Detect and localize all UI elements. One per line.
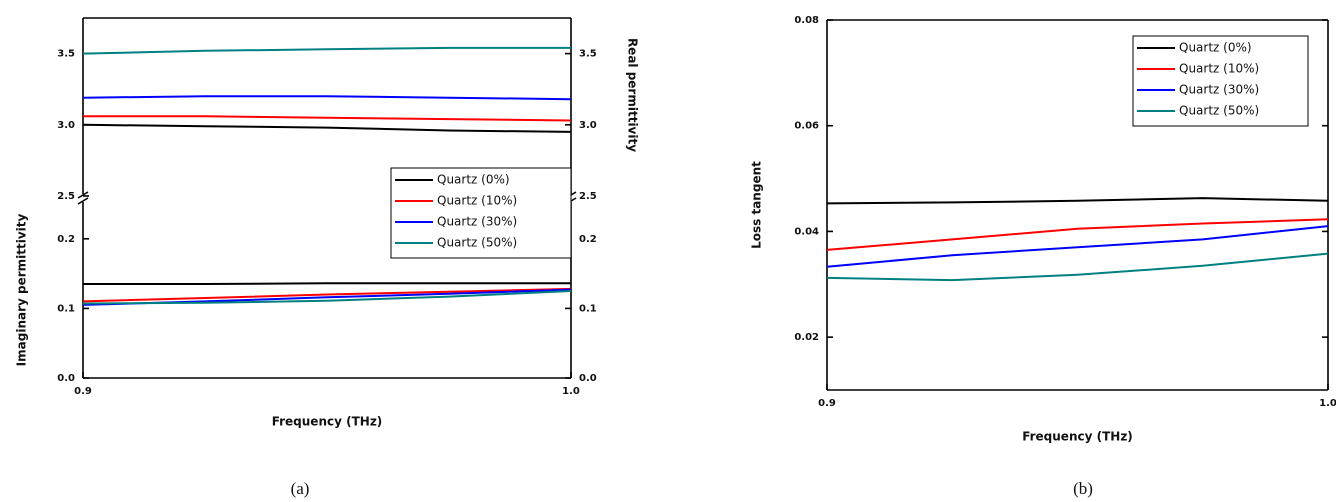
y-tick-label: 0.08	[794, 15, 819, 26]
data-line	[82, 290, 572, 305]
caption: (b)	[1073, 479, 1093, 498]
x-axis-title: Frequency (THz)	[1022, 430, 1133, 444]
y-tick-label-right: 0.1	[579, 303, 597, 314]
legend-label: Quartz (50%)	[1179, 104, 1259, 118]
y-tick-label: 3.0	[57, 120, 75, 131]
y-tick-label: 0.0	[57, 373, 75, 384]
y-tick-label: 2.5	[57, 191, 75, 202]
axis-break	[77, 191, 89, 199]
x-tick-label: 0.9	[74, 386, 92, 397]
caption: (a)	[291, 479, 310, 498]
data-line	[82, 123, 572, 133]
y-tick-label: 3.5	[57, 49, 75, 60]
legend-label: Quartz (50%)	[437, 236, 517, 250]
x-tick-label: 0.9	[818, 398, 836, 409]
data-line	[826, 252, 1329, 282]
legend-box	[390, 167, 572, 259]
y-tick-label-right: 0.2	[579, 234, 597, 245]
data-line	[82, 287, 572, 303]
data-line	[83, 282, 571, 285]
legend-label: Quartz (10%)	[1179, 62, 1259, 76]
y-tick-label-right: 0.0	[579, 373, 597, 384]
y-tick-label: 0.2	[57, 234, 75, 245]
x-axis-title: Frequency (THz)	[272, 415, 383, 429]
axis-break	[77, 197, 89, 205]
y-tick-label: 0.1	[57, 303, 75, 314]
y-tick-label-right: 2.5	[579, 191, 597, 202]
y-tick-label: 0.06	[794, 121, 819, 132]
legend-label: Quartz (0%)	[437, 173, 510, 187]
data-line	[82, 95, 572, 101]
y-tick-label: 0.02	[794, 332, 819, 343]
x-tick-label: 1.0	[1319, 398, 1336, 409]
legend-label: Quartz (0%)	[1179, 41, 1252, 55]
y-axis-title: Loss tangent	[750, 161, 764, 249]
y-axis-title: Imaginary permittivity	[15, 213, 29, 366]
data-line	[826, 225, 1329, 268]
data-line	[826, 218, 1329, 251]
data-line	[82, 46, 571, 55]
legend-label: Quartz (30%)	[437, 215, 517, 229]
y2-axis-title: Real permittivity	[626, 38, 640, 152]
legend-label: Quartz (10%)	[437, 194, 517, 208]
x-tick-label: 1.0	[562, 386, 580, 397]
y-tick-label: 0.04	[794, 226, 819, 237]
legend-label: Quartz (30%)	[1179, 83, 1259, 97]
data-line	[826, 197, 1329, 205]
y-tick-label-right: 3.0	[579, 120, 597, 131]
data-line	[83, 115, 572, 122]
y-tick-label-right: 3.5	[579, 49, 597, 60]
